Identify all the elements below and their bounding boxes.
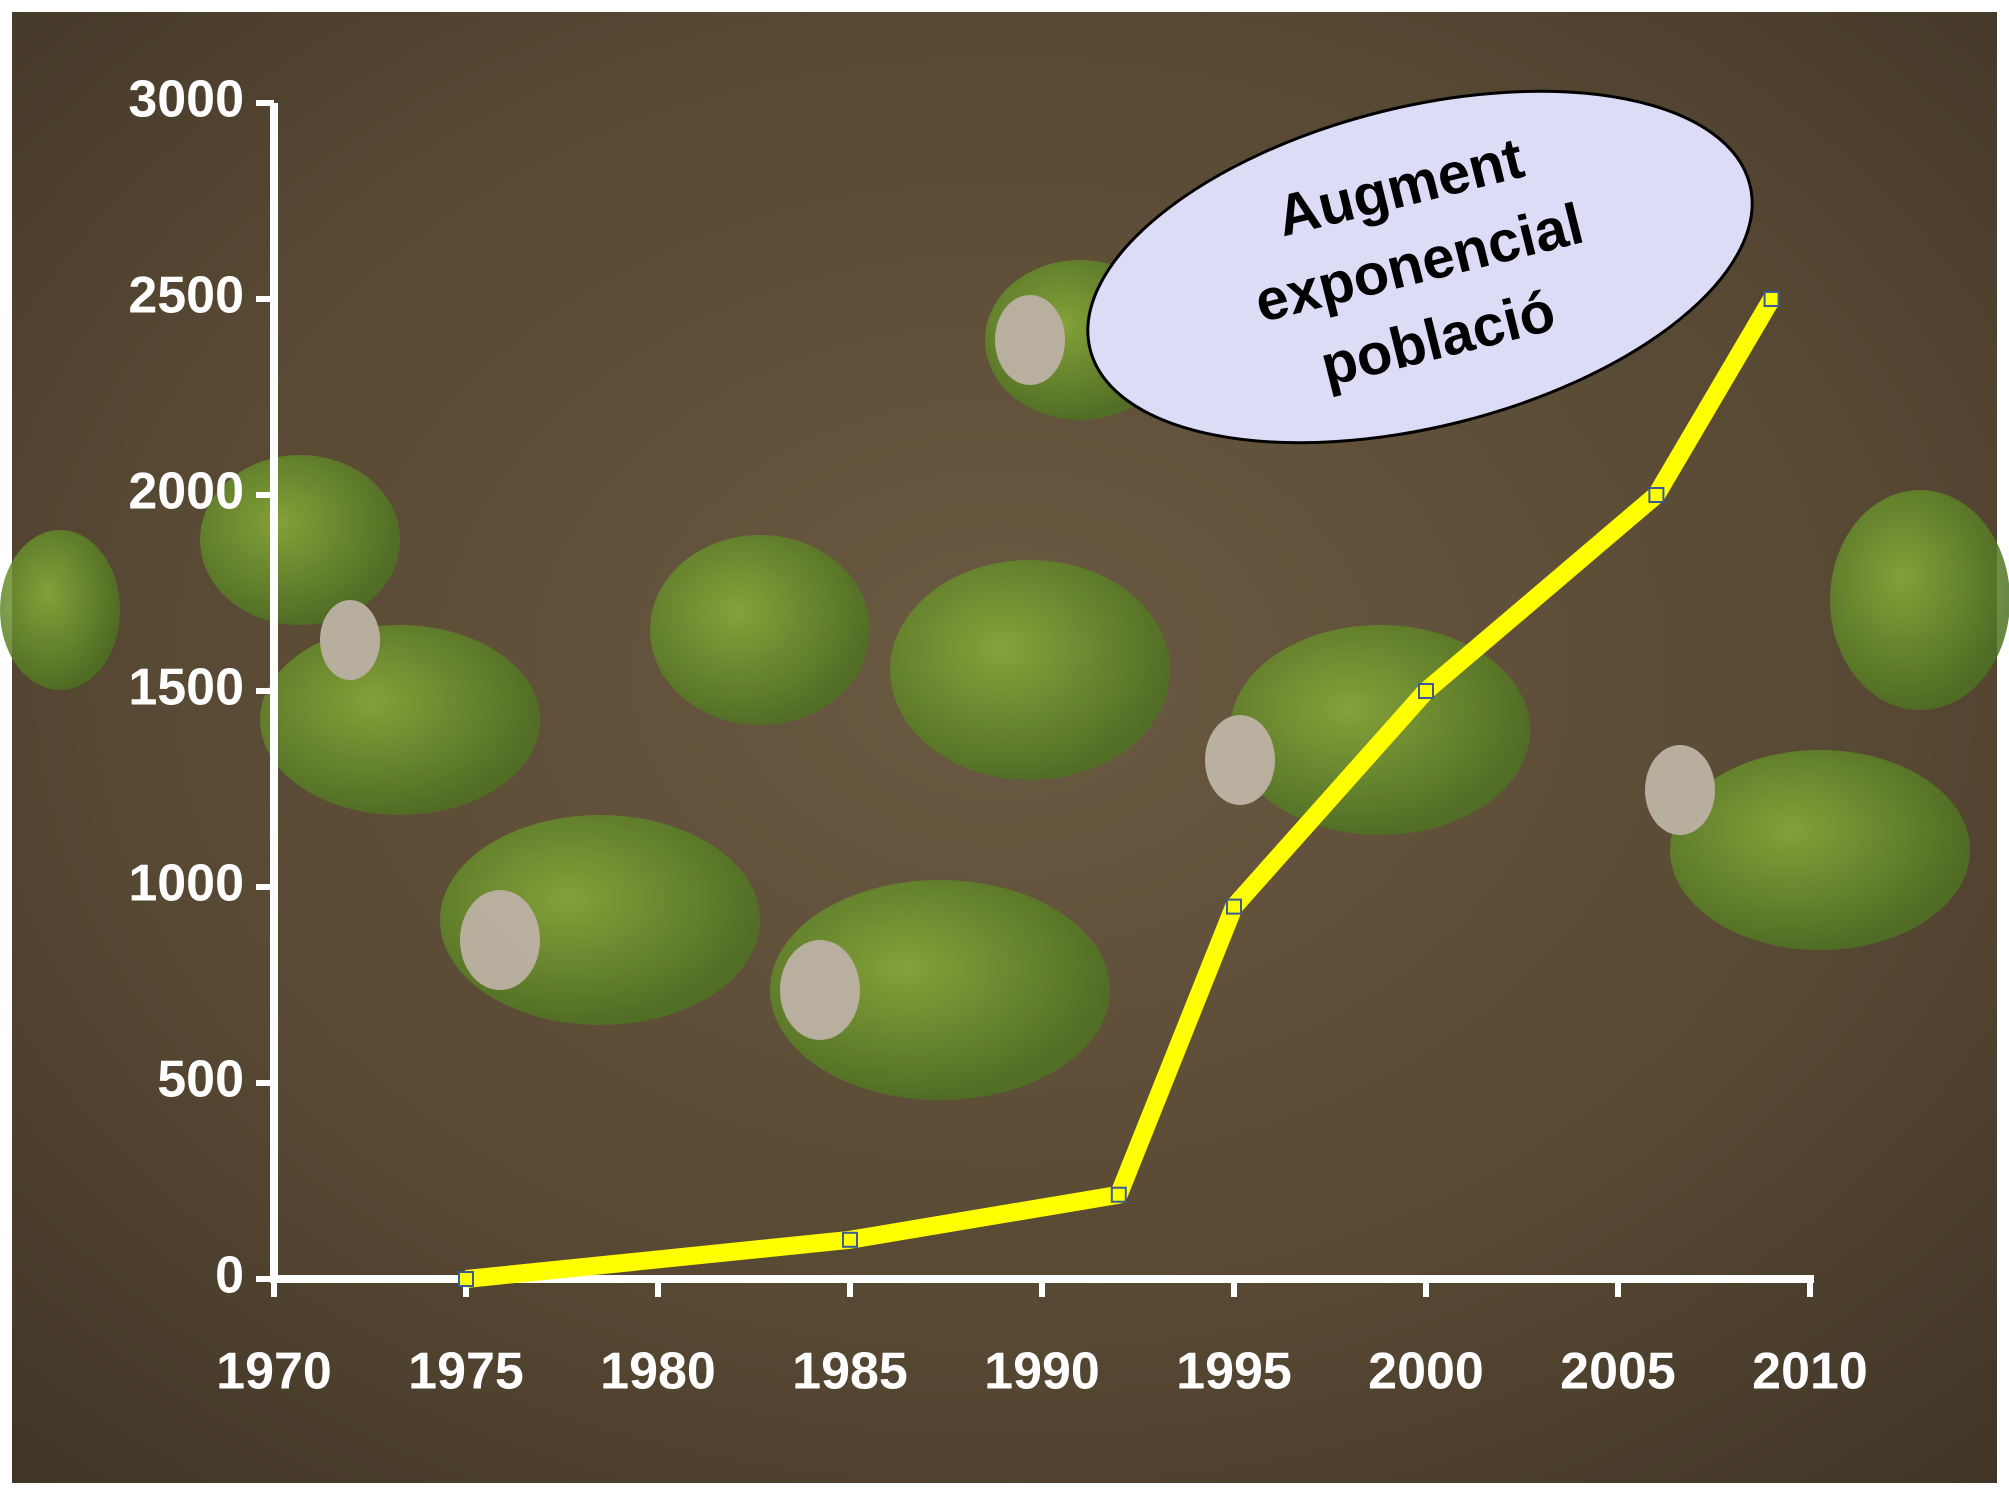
y-tick-label: 3000 bbox=[128, 71, 244, 129]
data-point bbox=[1226, 898, 1242, 915]
y-tick-label: 2000 bbox=[128, 463, 244, 521]
x-tick-label: 1980 bbox=[600, 1343, 716, 1401]
data-point bbox=[1763, 291, 1780, 307]
y-tick-label: 500 bbox=[157, 1051, 244, 1109]
x-tick-label: 1990 bbox=[984, 1343, 1100, 1401]
annotation-bubble bbox=[1086, 89, 1754, 445]
x-tick-label: 1970 bbox=[216, 1343, 332, 1401]
data-point bbox=[1110, 1186, 1127, 1203]
data-point bbox=[458, 1271, 474, 1287]
x-tick-label: 2010 bbox=[1752, 1343, 1868, 1401]
y-tick-label: 0 bbox=[215, 1247, 244, 1305]
x-tick-label: 1975 bbox=[408, 1343, 524, 1401]
data-point bbox=[842, 1231, 858, 1248]
x-tick-label: 1985 bbox=[792, 1343, 908, 1401]
x-tick-label: 2000 bbox=[1368, 1343, 1484, 1401]
x-tick-label: 1995 bbox=[1176, 1343, 1292, 1401]
data-point bbox=[1648, 487, 1665, 503]
x-tick-label: 2005 bbox=[1560, 1343, 1676, 1401]
y-tick-label: 1000 bbox=[128, 855, 244, 913]
y-tick-label: 2500 bbox=[128, 267, 244, 325]
y-tick-label: 1500 bbox=[128, 659, 244, 717]
data-point bbox=[1418, 683, 1434, 699]
